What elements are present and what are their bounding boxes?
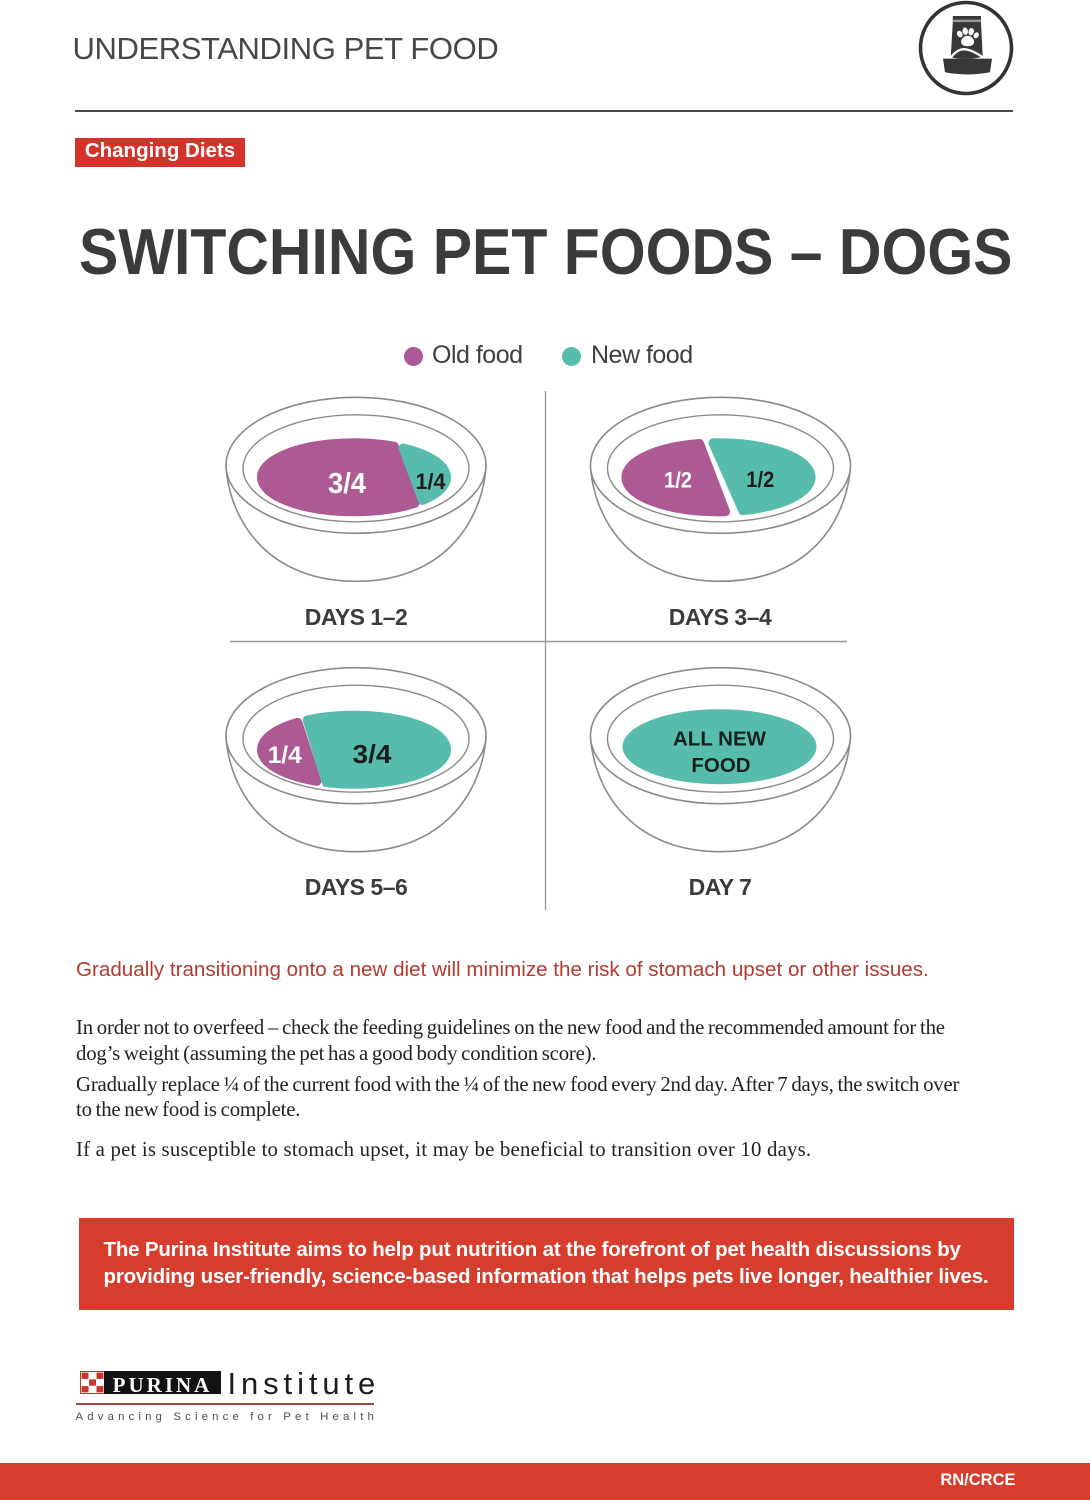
- svg-text:1/2: 1/2: [746, 467, 774, 492]
- svg-text:FOOD: FOOD: [691, 754, 750, 777]
- svg-text:ALL NEW: ALL NEW: [673, 728, 767, 751]
- svg-text:1/4: 1/4: [268, 742, 303, 769]
- svg-text:3/4: 3/4: [328, 468, 366, 500]
- svg-text:1/2: 1/2: [664, 467, 692, 492]
- svg-text:1/4: 1/4: [416, 469, 447, 494]
- svg-text:3/4: 3/4: [353, 739, 393, 769]
